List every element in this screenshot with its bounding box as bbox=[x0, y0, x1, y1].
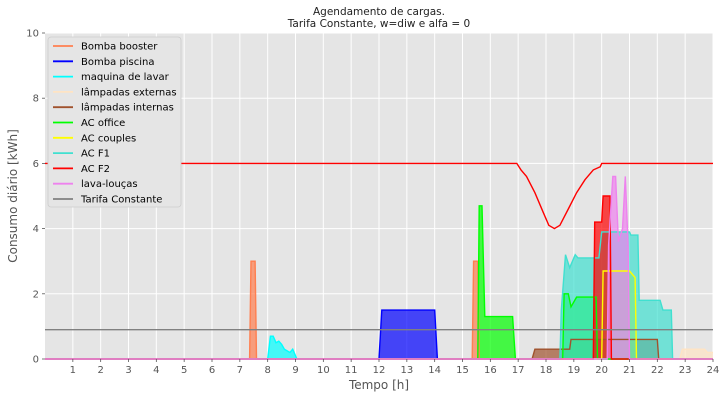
legend-label-tarifa-constante: Tarifa Constante bbox=[80, 195, 162, 206]
x-tick-label: 21 bbox=[623, 365, 636, 376]
x-tick-label: 23 bbox=[679, 365, 692, 376]
series-line-ac-f2 bbox=[45, 162, 713, 230]
chart-subtitle: Tarifa Constante, w=diw e alfa = 0 bbox=[287, 18, 470, 30]
series-line-maquina-de-lavar bbox=[45, 335, 713, 360]
legend-label-ac-f1: AC F1 bbox=[81, 149, 110, 160]
series-lines bbox=[45, 162, 713, 360]
legend-label-ac-f2: AC F2 bbox=[81, 164, 110, 175]
y-tick-label: 8 bbox=[33, 94, 39, 105]
legend-box bbox=[47, 36, 182, 208]
series-area-lampadas-internas bbox=[45, 339, 713, 359]
x-tick-label: 20 bbox=[595, 365, 608, 376]
x-tick-label: 4 bbox=[153, 365, 159, 376]
y-tick-label: 4 bbox=[33, 224, 39, 235]
y-ticks: 0 2 4 6 8 10 bbox=[26, 29, 45, 366]
x-axis-label: Tempo [h] bbox=[348, 378, 409, 392]
x-tick-label: 15 bbox=[456, 365, 469, 376]
series-line-lava-loucas bbox=[45, 175, 713, 360]
legend-label-ac-office: AC office bbox=[81, 118, 125, 129]
x-tick-label: 1 bbox=[70, 365, 76, 376]
x-tick-label: 13 bbox=[400, 365, 413, 376]
chart-title: Agendamento de cargas. bbox=[313, 6, 445, 18]
legend: Bomba booster Bomba piscina maquina de lav… bbox=[47, 36, 182, 208]
y-tick-label: 0 bbox=[33, 355, 39, 366]
x-tick-label: 19 bbox=[567, 365, 580, 376]
x-tick-label: 6 bbox=[209, 365, 215, 376]
legend-label-bomba-booster: Bomba booster bbox=[81, 42, 158, 53]
series-line-ac-f1 bbox=[45, 231, 713, 360]
x-tick-label: 3 bbox=[125, 365, 131, 376]
series-areas bbox=[45, 176, 713, 359]
x-tick-label: 16 bbox=[484, 365, 497, 376]
x-tick-label: 17 bbox=[512, 365, 525, 376]
x-tick-label: 10 bbox=[317, 365, 330, 376]
y-tick-label: 10 bbox=[26, 29, 39, 40]
legend-label-maquina-de-lavar: maquina de lavar bbox=[81, 72, 170, 83]
x-tick-label: 8 bbox=[264, 365, 270, 376]
legend-label-bomba-piscina: Bomba piscina bbox=[81, 57, 154, 68]
x-tick-label: 5 bbox=[181, 365, 187, 376]
x-tick-label: 22 bbox=[651, 365, 664, 376]
x-tick-label: 11 bbox=[345, 365, 358, 376]
x-tick-label: 2 bbox=[97, 365, 103, 376]
legend-label-lava-loucas: lava-louças bbox=[81, 179, 138, 190]
x-tick-label: 7 bbox=[237, 365, 243, 376]
x-tick-label: 24 bbox=[707, 365, 720, 376]
x-tick-label: 9 bbox=[292, 365, 298, 376]
series-line-lampadas-internas bbox=[45, 338, 713, 360]
x-tick-label: 18 bbox=[540, 365, 553, 376]
legend-label-ac-couples: AC couples bbox=[81, 133, 136, 144]
x-tick-label: 12 bbox=[373, 365, 386, 376]
y-axis-label: Consumo diário [kWh] bbox=[6, 129, 20, 263]
legend-label-lampadas-externas: lâmpadas externas bbox=[81, 86, 177, 98]
series-line-ac-f2 bbox=[45, 195, 713, 360]
y-tick-label: 6 bbox=[33, 159, 39, 170]
x-tick-label: 14 bbox=[428, 365, 441, 376]
y-tick-label: 2 bbox=[33, 289, 39, 300]
x-ticks: 1 2 3 4 5 6 7 8 9 10 11 12 13 14 15 16 17 18 19 20 21 22 23 24 bbox=[70, 359, 720, 376]
series-area-ac-f1 bbox=[45, 231, 713, 359]
legend-label-lampadas-internas: lâmpadas internas bbox=[81, 102, 174, 114]
